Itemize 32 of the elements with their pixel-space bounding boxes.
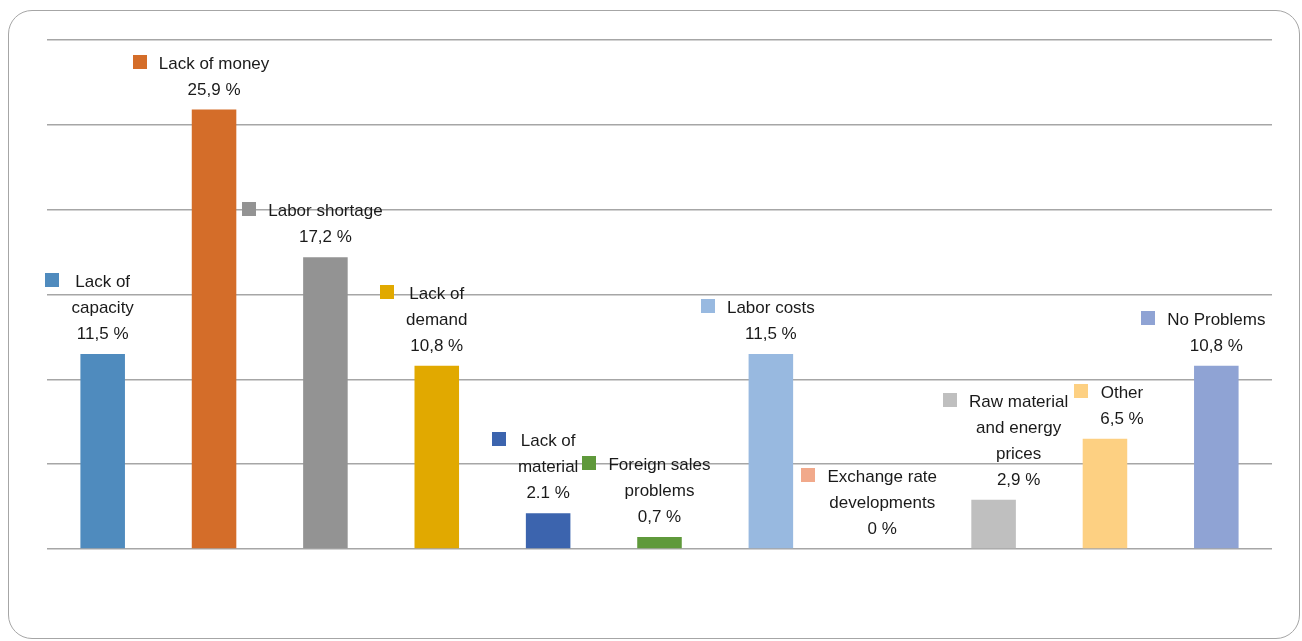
bar (80, 353, 125, 549)
x-tick-label: Other (1100, 382, 1144, 402)
data-label: 0 % (867, 519, 897, 538)
data-label: 2,9 % (996, 469, 1041, 489)
x-tick-label: Lack of money (158, 53, 270, 73)
bar (414, 365, 460, 549)
bar (637, 537, 682, 549)
bar (748, 353, 794, 549)
data-label: 2.1 % (526, 483, 570, 503)
data-label: 11,5 % (745, 323, 797, 343)
bar (525, 513, 571, 549)
x-tick-label: No Problems (1167, 309, 1266, 329)
x-tick-label: Labor costs (726, 297, 815, 317)
bar (971, 499, 1016, 549)
data-label: 11,5 % (76, 323, 129, 343)
data-label: 25,9 % (187, 79, 241, 99)
bar (191, 109, 237, 549)
x-tick-label: Foreign sales problems (608, 455, 711, 501)
data-label: 10,8 % (1189, 335, 1243, 355)
bar (303, 257, 348, 549)
x-tick-label: Lack of capacity (71, 271, 135, 317)
data-label: 0,7 % (637, 507, 682, 527)
x-tick-label: Raw material and energy prices (969, 391, 1069, 463)
x-tick-label: Exchange rate developments (827, 467, 938, 512)
bar (1194, 365, 1239, 549)
x-tick-label: Lack of demand (406, 283, 468, 329)
x-tick-label: Labor shortage (268, 201, 383, 221)
bar (1082, 438, 1128, 549)
x-tick-label: Lack of material (517, 431, 579, 477)
data-label: 17,2 % (298, 227, 352, 247)
data-label: 6,5 % (1100, 408, 1144, 428)
data-label: 10,8 % (410, 335, 464, 355)
